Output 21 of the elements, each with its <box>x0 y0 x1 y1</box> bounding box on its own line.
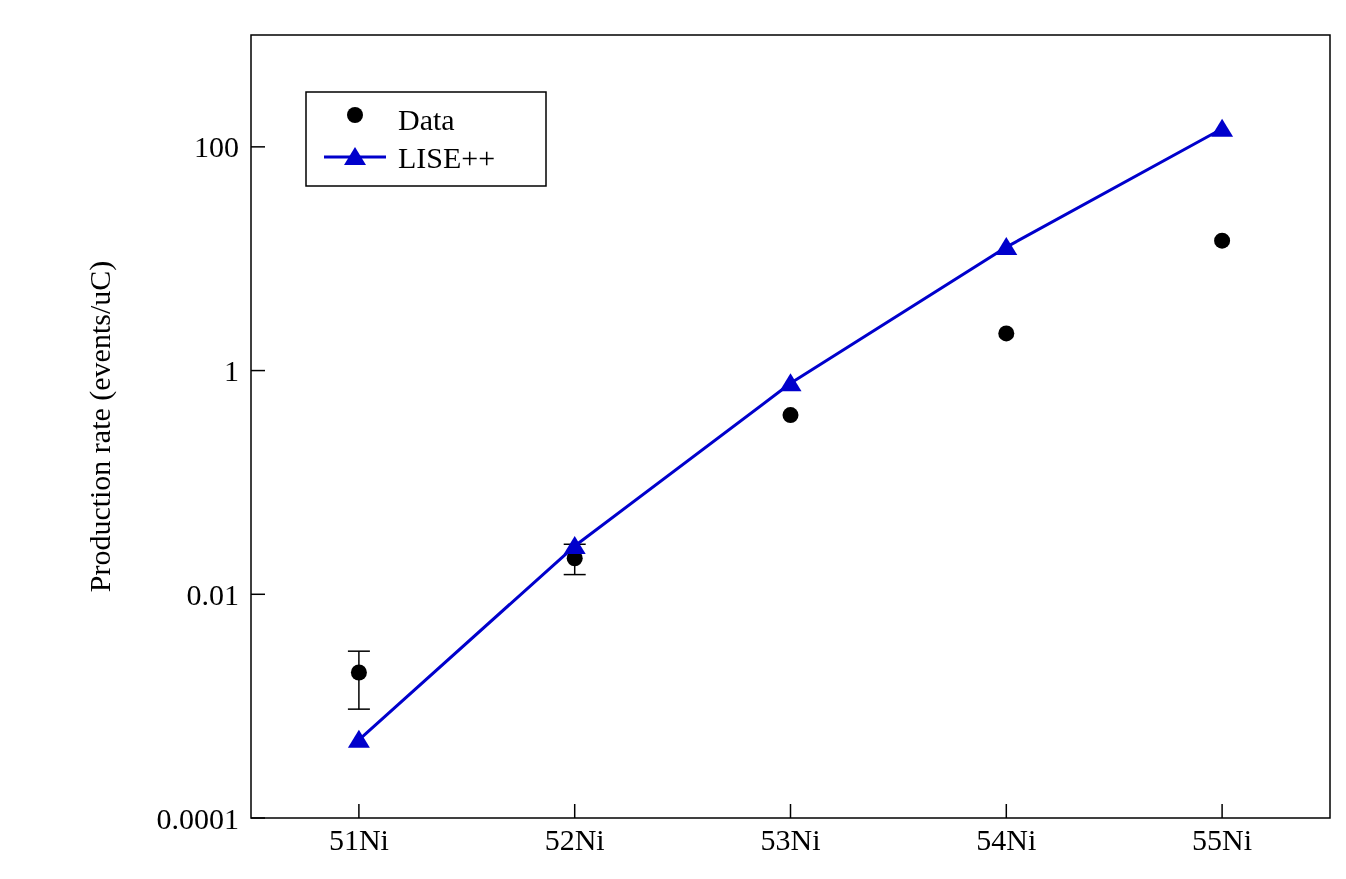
point <box>563 536 586 555</box>
point <box>998 325 1015 342</box>
point <box>782 407 799 424</box>
point <box>1211 118 1234 137</box>
legend-label: Data <box>398 102 455 136</box>
y-tick-label: 100 <box>194 130 239 164</box>
x-tick-label: 53Ni <box>760 823 821 856</box>
x-tick-label: 55Ni <box>1192 823 1253 856</box>
x-tick-label: 51Ni <box>328 823 389 856</box>
y-tick-label: 0.0001 <box>156 801 239 835</box>
y-axis-title: Production rate (events/uC) <box>83 260 117 593</box>
point <box>1214 232 1231 249</box>
legend-label: LISE++ <box>398 140 496 174</box>
x-tick-label: 54Ni <box>976 823 1037 856</box>
point <box>995 237 1018 256</box>
y-tick-label: 1 <box>224 354 239 388</box>
point <box>779 373 802 392</box>
point <box>347 729 370 748</box>
point <box>350 664 367 681</box>
x-tick-label: 52Ni <box>544 823 605 856</box>
y-tick-label: 0.01 <box>186 577 239 611</box>
